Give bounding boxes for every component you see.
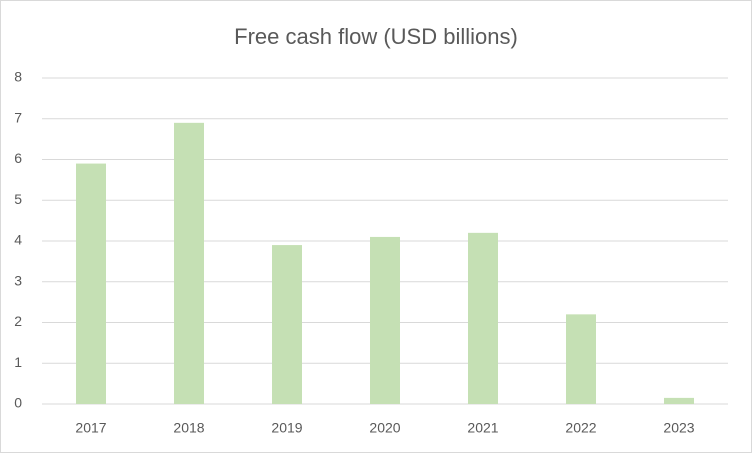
y-tick-label: 5: [14, 191, 22, 207]
y-tick-label: 3: [14, 272, 22, 288]
y-tick-label: 7: [14, 109, 22, 125]
x-tick-label: 2021: [467, 420, 498, 436]
x-tick-label: 2018: [173, 420, 204, 436]
y-tick-label: 4: [14, 232, 22, 248]
x-tick-label: 2023: [663, 420, 694, 436]
bar: [76, 163, 106, 404]
y-tick-label: 8: [14, 69, 22, 85]
y-tick-label: 0: [14, 395, 22, 411]
x-tick-label: 2019: [271, 420, 302, 436]
bar: [174, 122, 204, 404]
bar: [370, 236, 400, 404]
x-tick-label: 2017: [75, 420, 106, 436]
bar: [664, 397, 694, 404]
y-tick-label: 2: [14, 313, 22, 329]
y-tick-label: 6: [14, 150, 22, 166]
bar: [468, 232, 498, 404]
bar: [272, 245, 302, 404]
x-tick-label: 2020: [369, 420, 400, 436]
x-tick-label: 2022: [565, 420, 596, 436]
chart-title: Free cash flow (USD billions): [234, 24, 518, 49]
bar: [566, 314, 596, 404]
y-tick-label: 1: [14, 354, 22, 370]
